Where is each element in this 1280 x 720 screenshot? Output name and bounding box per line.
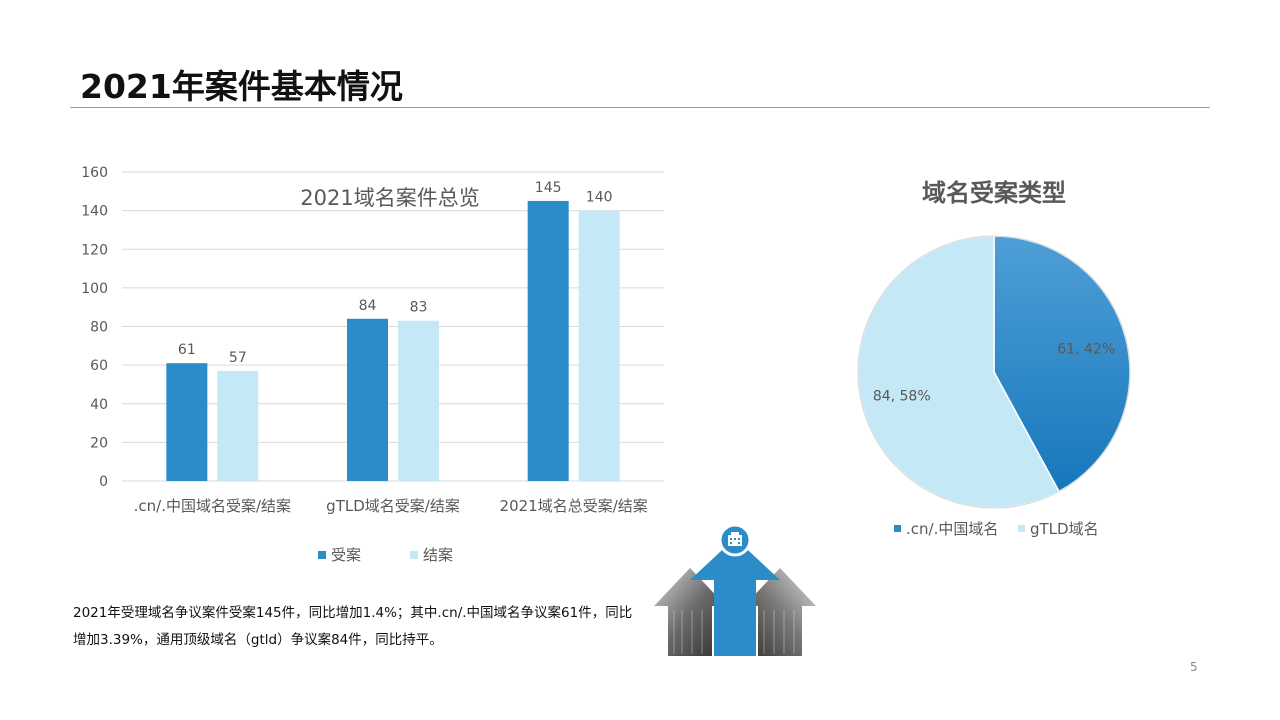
pie-chart-title: 域名受案类型 — [922, 179, 1066, 207]
bar — [217, 370, 259, 481]
bar — [347, 318, 388, 481]
pie-data-label: 84, 58% — [873, 388, 931, 404]
page-title: 2021年案件基本情况 — [80, 67, 403, 106]
y-tick-label: 0 — [99, 474, 108, 490]
y-tick-label: 100 — [81, 281, 108, 297]
y-tick-label: 60 — [90, 358, 108, 374]
bar — [578, 210, 620, 481]
legend-swatch — [1018, 525, 1025, 532]
y-tick-label: 20 — [90, 435, 108, 451]
bar-chart: 0 20 40 60 80 100 120 140 160 .cn/.中国域名受案/结案 gTLD… — [81, 165, 664, 564]
bar-value-label: 83 — [410, 300, 428, 316]
building-icon — [728, 532, 742, 546]
bar-value-label: 84 — [359, 298, 377, 314]
legend-label: gTLD域名 — [1030, 520, 1099, 538]
bar-chart-title: 2021域名案件总览 — [300, 186, 479, 210]
y-tick-label: 120 — [81, 242, 108, 258]
bar-value-label: 140 — [586, 190, 613, 206]
center-arrow-shape — [690, 538, 780, 656]
summary-text: 2021年受理域名争议案件受案145件，同比增加1.4%；其中.cn/.中国域名… — [73, 605, 633, 648]
bar — [527, 200, 569, 481]
x-tick-label: .cn/.中国域名受案/结案 — [134, 497, 291, 515]
y-tick-label: 80 — [90, 320, 108, 336]
legend-label: .cn/.中国域名 — [906, 520, 998, 538]
page-number: 5 — [1190, 660, 1198, 674]
y-tick-label: 160 — [81, 165, 108, 181]
x-tick-label: gTLD域名受案/结案 — [326, 497, 460, 515]
left-arrow-shape — [654, 568, 726, 656]
x-tick-label: 2021域名总受案/结案 — [500, 497, 648, 515]
bar-value-label: 61 — [178, 342, 196, 358]
legend-swatch — [318, 551, 326, 559]
legend-swatch — [410, 551, 418, 559]
legend-label: 受案 — [331, 546, 361, 564]
bar-value-label: 57 — [229, 350, 247, 366]
y-tick-label: 140 — [81, 204, 108, 220]
growth-arrows-graphic — [654, 523, 816, 656]
legend-swatch — [894, 525, 901, 532]
bar — [166, 363, 208, 481]
right-arrow-shape — [744, 568, 816, 656]
pie-chart: 域名受案类型 61, 42% 84, 58% .cn/.中国域名 gTLD域名 — [857, 179, 1131, 538]
bar — [398, 320, 439, 481]
pie-data-label: 61, 42% — [1057, 342, 1115, 358]
bar-value-label: 145 — [535, 180, 562, 196]
title-divider — [70, 107, 1210, 108]
legend-label: 结案 — [423, 546, 453, 564]
y-tick-label: 40 — [90, 397, 108, 413]
